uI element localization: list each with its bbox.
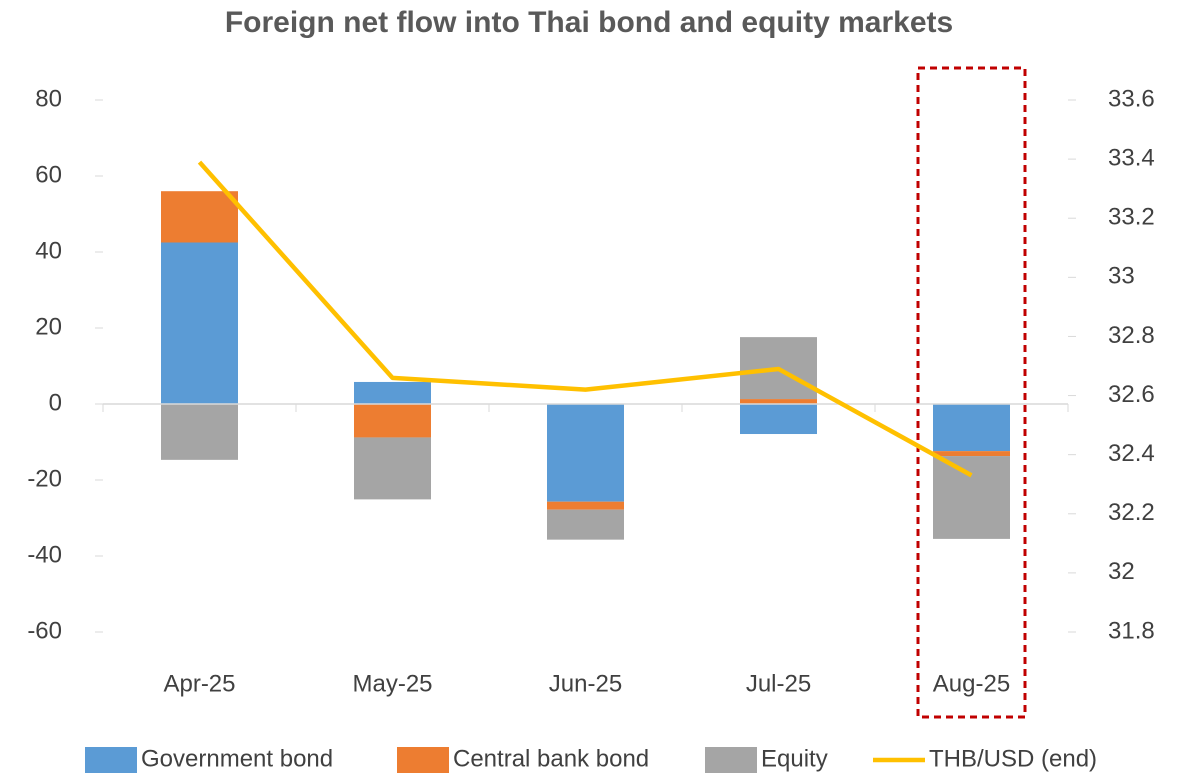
legend-swatch <box>397 747 449 773</box>
bar <box>354 381 431 404</box>
y-tick-label: 0 <box>49 389 62 416</box>
y-tick-label: -20 <box>27 465 62 492</box>
bar <box>547 404 624 502</box>
y2-tick-label: 32 <box>1108 558 1135 585</box>
y-tick-label: -40 <box>27 541 62 568</box>
bar <box>547 501 624 510</box>
legend-label: Equity <box>761 745 828 772</box>
y-tick-label: 40 <box>35 237 62 264</box>
y-tick-label: 60 <box>35 161 62 188</box>
y2-tick-label: 32.6 <box>1108 381 1155 408</box>
y2-tick-label: 32.2 <box>1108 499 1155 526</box>
legend-swatch <box>705 747 757 773</box>
bar <box>161 191 238 243</box>
legend-label: Government bond <box>141 745 333 772</box>
bar <box>161 404 238 460</box>
x-tick-label: May-25 <box>352 670 432 697</box>
bar <box>933 451 1010 457</box>
highlight-box <box>916 66 1027 719</box>
y2-tick-label: 31.8 <box>1108 617 1155 644</box>
chart-title: Foreign net flow into Thai bond and equi… <box>225 6 953 39</box>
x-tick-label: Apr-25 <box>163 670 235 697</box>
x-tick-label: Jun-25 <box>549 670 622 697</box>
y2-tick-label: 33 <box>1108 263 1135 290</box>
y2-tick-label: 33.6 <box>1108 85 1155 112</box>
bar <box>354 404 431 438</box>
y2-tick-label: 33.4 <box>1108 144 1155 171</box>
y-tick-label: 20 <box>35 313 62 340</box>
y-tick-label: 80 <box>35 85 62 112</box>
bar <box>740 399 817 404</box>
bar <box>933 456 1010 539</box>
y2-tick-label: 32.4 <box>1108 440 1155 467</box>
y2-tick-label: 33.2 <box>1108 204 1155 231</box>
bar <box>354 437 431 500</box>
y2-tick-label: 32.8 <box>1108 322 1155 349</box>
line <box>197 160 973 478</box>
legend-label: THB/USD (end) <box>929 745 1097 772</box>
bar <box>161 242 238 404</box>
bar <box>740 404 817 435</box>
legend-swatch <box>85 747 137 773</box>
legend-label: Central bank bond <box>453 745 649 772</box>
bar <box>547 509 624 540</box>
x-tick-label: Aug-25 <box>933 670 1010 697</box>
y-tick-label: -60 <box>27 617 62 644</box>
bar <box>933 404 1010 452</box>
x-tick-label: Jul-25 <box>746 670 811 697</box>
